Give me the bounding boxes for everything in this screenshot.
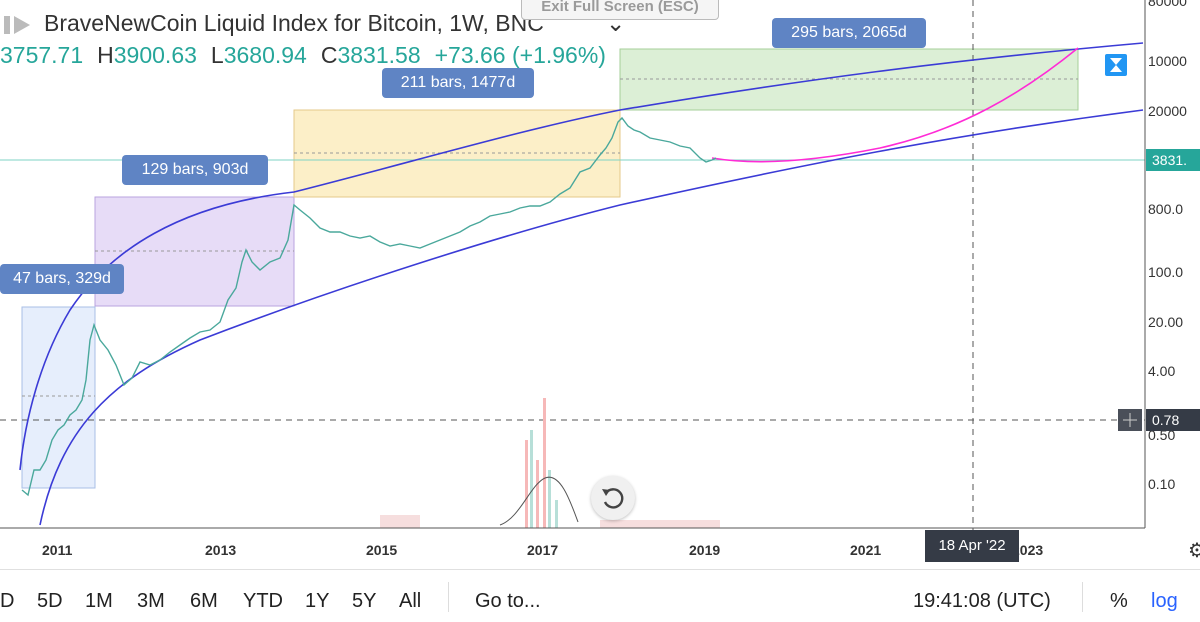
timeframe-5y[interactable]: 5Y xyxy=(352,590,377,612)
price-label-80000: 80000 xyxy=(1148,0,1187,9)
close-label: C xyxy=(320,42,338,68)
bottom-toolbar: D 5D 1M 3M 6M YTD 1Y 5Y All Go to... 19:… xyxy=(0,569,1200,622)
price-label-100: 100.0 xyxy=(1148,264,1184,280)
high-label: H xyxy=(97,42,114,68)
time-label-2021: 2021 xyxy=(850,542,882,558)
time-label-2019: 2019 xyxy=(689,542,721,558)
range-label-2[interactable]: 129 bars, 903d xyxy=(122,155,268,185)
settings-gear-icon[interactable]: ⚙ xyxy=(1188,540,1200,562)
crosshair-date-tag: 18 Apr '22 xyxy=(925,530,1019,562)
toolbar-divider-2 xyxy=(1082,582,1083,612)
low-value: 3680.94 xyxy=(223,42,307,68)
price-label-10000: 10000 xyxy=(1148,53,1187,69)
channel-lower-curve[interactable] xyxy=(39,109,1144,526)
utc-clock[interactable]: 19:41:08 (UTC) xyxy=(913,590,1051,612)
range-label-4[interactable]: 295 bars, 2065d xyxy=(772,18,926,48)
timeframe-1m[interactable]: 1M xyxy=(85,590,113,612)
symbol-title[interactable]: BraveNewCoin Liquid Index for Bitcoin, 1… xyxy=(44,10,544,36)
time-label-2011: 2011 xyxy=(42,542,73,558)
price-label-0-50: 0.50 xyxy=(1148,427,1176,443)
low-label: L xyxy=(210,42,224,68)
goto-button[interactable]: Go to... xyxy=(475,590,541,612)
symbol-type-icon xyxy=(4,14,30,36)
hourglass-icon[interactable] xyxy=(1105,54,1127,76)
timeframe-3m[interactable]: 3M xyxy=(137,590,165,612)
change-value: +73.66 (+1.96%) xyxy=(434,42,606,68)
log-scale-toggle[interactable]: log xyxy=(1151,590,1178,612)
percent-scale-toggle[interactable]: % xyxy=(1110,590,1128,612)
price-label-20: 20.00 xyxy=(1148,314,1184,330)
timeframe-5d[interactable]: 5D xyxy=(37,590,63,612)
exit-fullscreen-button[interactable]: Exit Full Screen (ESC) xyxy=(521,0,719,20)
toolbar-divider xyxy=(448,582,449,612)
channel-upper-curve[interactable] xyxy=(19,42,1144,471)
time-label-2023: 2023 xyxy=(1012,542,1044,558)
ohlc-legend: 3757.71 H3900.63 L3680.94 C3831.58 +73.66 (+… xyxy=(0,42,620,69)
price-series xyxy=(21,116,717,497)
close-value: 3831.58 xyxy=(337,42,421,68)
crosshair-price-tag: 0.78 xyxy=(1146,409,1200,431)
timeframe-ytd[interactable]: YTD xyxy=(243,590,283,612)
volume-bars xyxy=(380,398,720,528)
open-value: 3757.71 xyxy=(0,42,84,68)
projection-curve[interactable] xyxy=(711,47,1079,163)
price-label-4: 4.00 xyxy=(1148,363,1176,379)
reset-chart-button[interactable] xyxy=(591,476,635,520)
time-label-2017: 2017 xyxy=(527,542,559,558)
timeframe-d[interactable]: D xyxy=(0,590,15,612)
range-label-1[interactable]: 47 bars, 329d xyxy=(0,264,124,294)
price-label-0-10: 0.10 xyxy=(1148,476,1176,492)
high-value: 3900.63 xyxy=(113,42,197,68)
time-label-2013: 2013 xyxy=(205,542,237,558)
timeframe-all[interactable]: All xyxy=(399,590,422,612)
timeframe-6m[interactable]: 6M xyxy=(190,590,218,612)
timeframe-1y[interactable]: 1Y xyxy=(305,590,330,612)
price-label-20000: 20000 xyxy=(1148,103,1187,119)
undo-icon xyxy=(602,488,624,509)
volume-ma xyxy=(499,476,579,526)
time-label-2015: 2015 xyxy=(366,542,398,558)
current-price-tag: 3831. xyxy=(1146,149,1200,171)
range-label-3[interactable]: 211 bars, 1477d xyxy=(382,68,534,98)
price-label-800: 800.0 xyxy=(1148,201,1184,217)
crosshair-plus-icon[interactable] xyxy=(1118,409,1142,431)
